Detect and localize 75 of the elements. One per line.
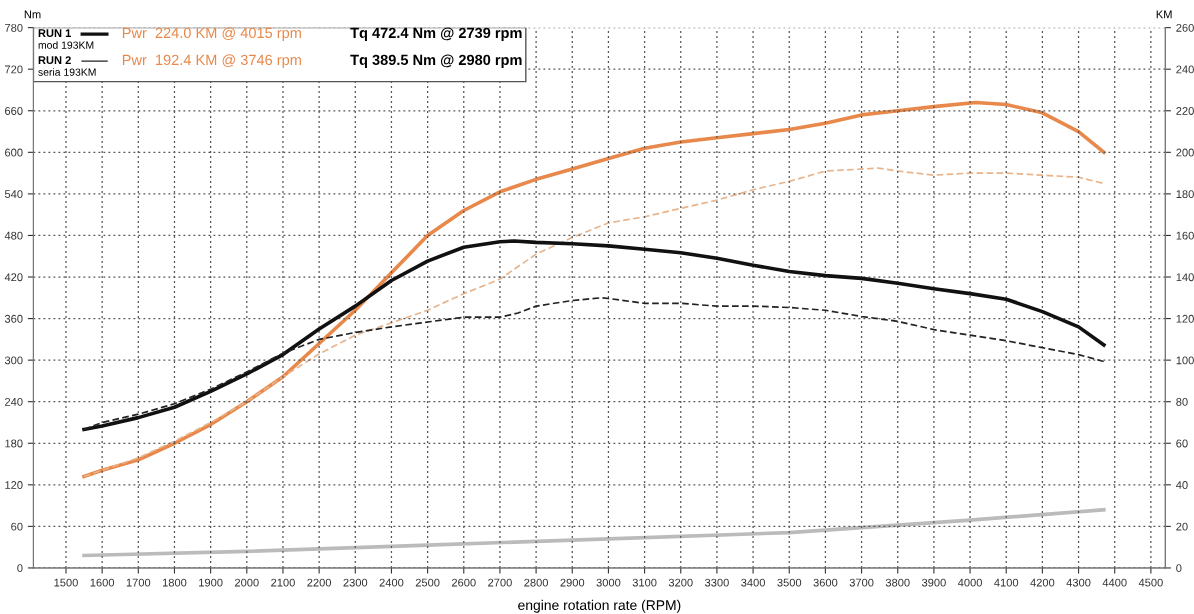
y2-tick-label: 40 [1176, 481, 1188, 489]
y-tick-label: 300 [4, 356, 23, 365]
annotation: Pwr 224.0 KM @ 4015 rpm [122, 27, 301, 41]
x-tick-label: 4000 [957, 578, 982, 587]
y2-tick-label: 240 [1176, 65, 1194, 74]
annotation: seria 193KM [38, 68, 96, 76]
line-series [83, 296, 1105, 431]
y2-tick-label: 180 [1176, 190, 1194, 199]
x-tick-label: 4500 [1138, 578, 1163, 587]
annotation: Pwr 192.4 KM @ 3746 rpm [122, 54, 301, 68]
y2-tick-label: 100 [1176, 356, 1194, 365]
x-tick-label: 3800 [885, 578, 910, 587]
y-tick-label: 180 [5, 439, 23, 448]
x-tick-label: 3200 [668, 578, 693, 587]
x-axis-title: engine rotation rate (RPM) [518, 599, 681, 613]
x-tick-label: 2300 [343, 578, 368, 587]
y-tick-label: 720 [5, 65, 23, 74]
y-tick-label: 420 [4, 273, 23, 282]
x-tick-label: 2600 [451, 578, 476, 587]
y2-tick-label: 120 [1176, 314, 1194, 323]
x-tick-label: 3500 [777, 578, 802, 587]
annotation: mod 193KM [38, 41, 94, 49]
y2-tick-label: 160 [1176, 231, 1194, 240]
x-tick-label: 4100 [994, 578, 1019, 587]
x-tick-label: 2000 [235, 578, 259, 587]
x-tick-label: 4300 [1066, 578, 1091, 587]
x-tick-label: 1700 [126, 578, 151, 587]
y-tick-label: 540 [4, 190, 23, 199]
y-tick-label: 60 [11, 522, 23, 531]
x-tick-label: 2700 [488, 578, 512, 587]
x-tick-label: 1800 [162, 578, 187, 587]
x-tick-label: 4400 [1102, 578, 1127, 587]
x-tick-label: 4200 [1030, 578, 1055, 587]
x-tick-label: 2200 [307, 578, 332, 587]
x-tick-label: 3600 [813, 578, 838, 587]
x-tick-label: 2900 [560, 578, 585, 587]
y2-tick-label: 220 [1176, 107, 1194, 115]
y-tick-label: 240 [5, 397, 23, 406]
x-tick-label: 3100 [632, 578, 657, 587]
y-tick-label: 480 [4, 231, 23, 240]
annotation: RUN 2 [38, 56, 71, 65]
x-tick-label: 1500 [54, 578, 78, 587]
y2-tick-label: 20 [1176, 522, 1188, 531]
x-tick-label: 1600 [90, 578, 115, 587]
y-tick-label: 0 [17, 564, 23, 573]
x-tick-label: 3400 [741, 578, 766, 587]
y2-tick-label: 260 [1176, 23, 1194, 32]
y2-tick-label: 80 [1176, 397, 1188, 406]
x-tick-label: 3900 [921, 578, 946, 587]
y2-tick-label: 140 [1176, 273, 1194, 282]
x-tick-label: 2500 [415, 578, 440, 587]
x-tick-label: 3300 [704, 578, 729, 587]
y2-axis-title: KM [1156, 10, 1172, 19]
line-series [82, 100, 1106, 479]
annotation: RUN 1 [38, 29, 71, 38]
y-tick-label: 660 [5, 107, 23, 115]
annotation: Tq 389.5 Nm @ 2980 rpm [350, 54, 522, 68]
y2-tick-label: 60 [1176, 439, 1188, 448]
y-tick-label: 360 [4, 314, 23, 323]
line-series [82, 239, 1106, 432]
line-series [83, 167, 1105, 478]
x-tick-label: 2400 [379, 578, 404, 587]
y-tick-label: 780 [5, 23, 23, 32]
y-tick-label: 600 [5, 148, 23, 157]
x-tick-label: 3700 [849, 578, 874, 587]
y-tick-label: 120 [5, 481, 23, 489]
line-series [82, 507, 1106, 558]
x-tick-label: 3000 [596, 578, 621, 587]
x-tick-label: 2100 [271, 578, 295, 587]
y-axis-title: Nm [24, 10, 41, 19]
x-tick-label: 1900 [199, 578, 223, 587]
y2-tick-label: 200 [1176, 148, 1194, 157]
y2-tick-label: 0 [1176, 564, 1182, 573]
x-tick-label: 2800 [524, 578, 549, 587]
annotation: Tq 472.4 Nm @ 2739 rpm [350, 27, 522, 41]
